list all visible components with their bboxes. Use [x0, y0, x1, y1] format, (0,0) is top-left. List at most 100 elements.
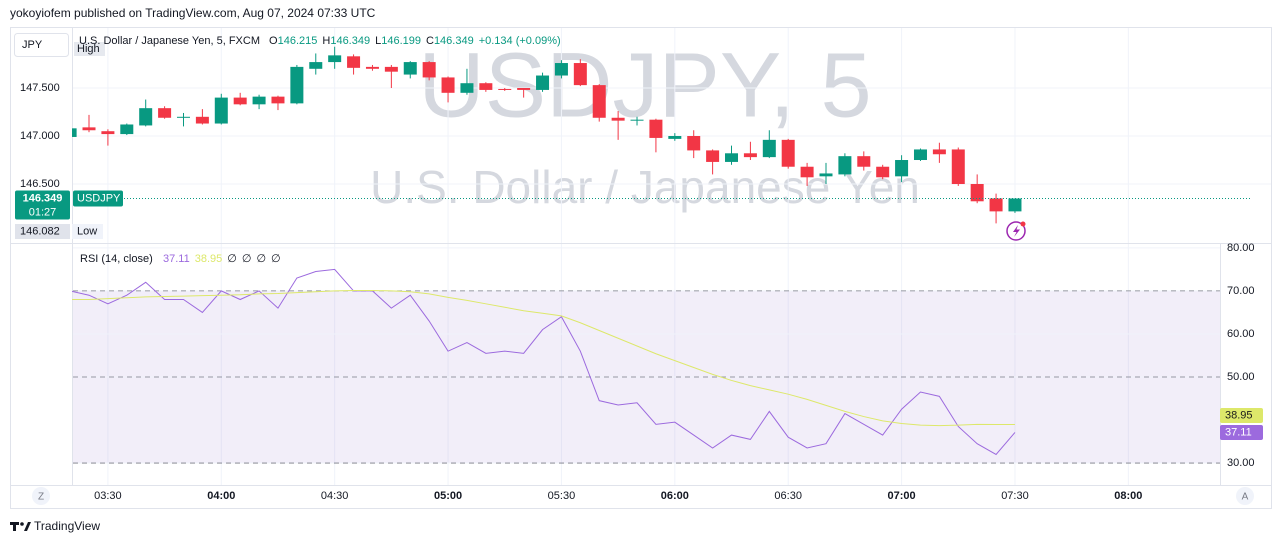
rsi-value-tag-label: 37.11	[1225, 426, 1252, 438]
candle-body	[517, 88, 531, 90]
candle-body	[460, 83, 474, 93]
alert-dot	[1020, 221, 1026, 227]
currency-button-label[interactable]: JPY	[22, 39, 43, 51]
legend-value: 146.349	[434, 35, 474, 47]
rsi-legend-placeholder: ∅	[271, 253, 281, 265]
legend-value: 146.215	[278, 35, 318, 47]
candle-body	[630, 119, 644, 121]
candle-body	[101, 131, 115, 135]
candle-body	[214, 97, 228, 124]
y-tick-label: 146.500	[20, 178, 60, 190]
candle-body	[1008, 198, 1022, 212]
candle-body	[195, 116, 209, 124]
candle-body	[762, 139, 776, 158]
x-tick-label: 07:30	[1001, 490, 1029, 502]
candle-body	[554, 63, 568, 76]
legend-value: 146.199	[381, 35, 421, 47]
low-tag	[72, 224, 103, 239]
candle-body	[536, 75, 550, 90]
x-tick-label: 05:00	[434, 490, 462, 502]
watermark-symbol: USDJPY, 5	[418, 34, 871, 136]
low-value: 146.082	[20, 225, 60, 237]
logo-stem	[13, 522, 16, 531]
candle-body	[649, 119, 663, 138]
legend-letter: C	[426, 35, 434, 47]
y2-tick-label: 60.00	[1227, 328, 1255, 340]
y2-tick-label: 30.00	[1227, 457, 1255, 469]
candle-body	[479, 83, 493, 90]
candle-body	[422, 62, 436, 78]
candle-body	[951, 149, 965, 185]
rsi-line	[72, 289, 1015, 427]
candle-body	[365, 66, 379, 69]
rsi-lines	[72, 268, 1016, 456]
zoom-button-label[interactable]: Z	[38, 492, 44, 503]
rsi-line	[72, 268, 1016, 456]
candle-body	[347, 56, 361, 68]
candle-body	[838, 156, 852, 175]
candle-body	[611, 117, 625, 121]
symbol-tag	[73, 190, 123, 207]
candle-body	[743, 153, 757, 158]
candle-body	[706, 150, 720, 162]
y-tick-label: 147.000	[20, 130, 60, 142]
x-tick-label: 03:30	[94, 490, 122, 502]
rsi-legend-placeholder: ∅	[256, 253, 266, 265]
rsi-legend-value: 37.11	[163, 253, 190, 265]
rsi-legend-placeholder: ∅	[227, 253, 237, 265]
rsi-value-tag-label: 38.95	[1225, 409, 1253, 421]
legend-letter: L	[375, 35, 381, 47]
chart-frame	[10, 27, 1272, 509]
x-tick-label: 06:00	[661, 490, 689, 502]
low-value-tag	[15, 224, 70, 239]
candle-body	[233, 97, 247, 105]
low-label: Low	[77, 225, 97, 237]
candle-body	[592, 85, 606, 118]
x-tick-label: 06:30	[774, 490, 802, 502]
x-tick-label: 07:00	[888, 490, 916, 502]
candle-body	[876, 166, 890, 178]
auto-button[interactable]	[1236, 487, 1254, 505]
candle-body	[725, 153, 739, 162]
candle-body	[72, 128, 77, 137]
candle-body	[819, 173, 833, 177]
zoom-button[interactable]	[32, 487, 50, 505]
auto-button-label[interactable]: A	[1242, 492, 1249, 503]
candle-body	[781, 139, 795, 167]
candle-body	[139, 108, 153, 126]
logo-slant	[24, 522, 31, 531]
rsi-value-tag	[1220, 424, 1263, 440]
candle-body	[970, 184, 984, 202]
legend-value: 146.349	[330, 35, 370, 47]
candle-body	[687, 136, 701, 151]
candle-body	[498, 88, 512, 90]
rsi-legend-value: 38.95	[195, 253, 223, 265]
legend-symbol: U.S. Dollar / Japanese Yen, 5, FXCM	[79, 35, 260, 47]
candle-body	[932, 149, 946, 155]
y2-tick-label: 70.00	[1227, 285, 1255, 297]
candle-body	[158, 108, 172, 118]
candle-body	[252, 96, 266, 105]
candle-body	[384, 66, 398, 72]
rsi-legend-placeholder: ∅	[242, 253, 252, 265]
rsi-grid	[73, 244, 1220, 485]
watermark-description: U.S. Dollar / Japanese Yen	[370, 161, 920, 213]
labels: 146.500 147.000 147.500 03:30 04:00 04:30 05:0…	[15, 82, 1263, 502]
y2-tick-label: 50.00	[1227, 371, 1255, 383]
high-label: High	[77, 43, 100, 55]
candle-body	[441, 77, 455, 93]
rsi-legend-values: 37.11 38.95 ∅ ∅ ∅ ∅	[163, 253, 281, 265]
candle-body	[403, 62, 417, 75]
last-price: 146.349	[23, 192, 63, 204]
currency-button[interactable]	[14, 33, 69, 57]
legend-letter: H	[322, 35, 330, 47]
candle-body	[857, 156, 871, 167]
candle-body	[895, 160, 909, 177]
y2-tick-label: 80.00	[1227, 242, 1255, 254]
candle-body	[800, 166, 814, 178]
candle-body	[82, 127, 96, 131]
tradingview-logo	[10, 522, 31, 531]
legend-letter: O	[269, 35, 278, 47]
